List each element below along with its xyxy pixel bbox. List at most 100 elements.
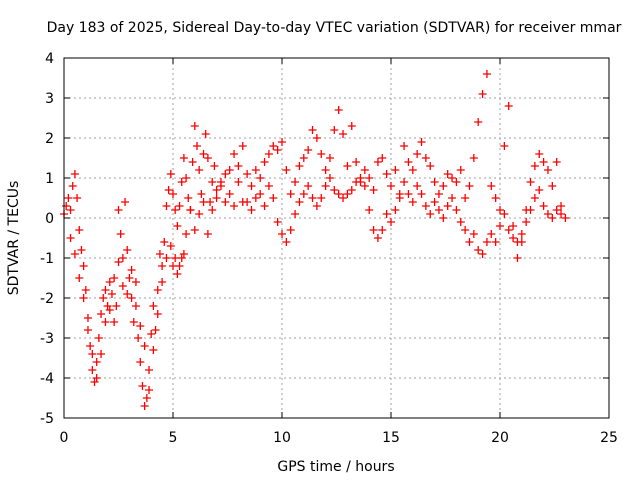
data-point-marker <box>142 394 151 402</box>
data-point-marker <box>162 202 171 210</box>
data-point-marker <box>251 194 260 202</box>
data-point-marker <box>382 210 391 218</box>
data-point-marker <box>378 226 387 234</box>
y-tick-label: -1 <box>40 251 54 267</box>
data-point-marker <box>295 198 304 206</box>
data-point-marker <box>330 126 339 134</box>
x-tick-label: 5 <box>169 430 178 446</box>
data-point-marker <box>308 126 317 134</box>
data-point-marker <box>509 234 518 242</box>
data-point-marker <box>382 170 391 178</box>
data-point-marker <box>164 186 173 194</box>
data-point-marker <box>68 182 77 190</box>
data-point-marker <box>66 206 75 214</box>
data-point-marker <box>552 206 561 214</box>
data-point-marker <box>522 218 531 226</box>
data-point-marker <box>299 154 308 162</box>
data-point-marker <box>145 366 154 374</box>
data-point-marker <box>243 170 252 178</box>
data-point-marker <box>404 190 413 198</box>
data-point-marker <box>131 302 140 310</box>
chart-title: Day 183 of 2025, Sidereal Day-to-day VTE… <box>47 20 622 36</box>
data-point-marker <box>417 190 426 198</box>
data-point-marker <box>491 238 500 246</box>
data-point-marker <box>66 234 75 242</box>
data-point-marker <box>448 194 457 202</box>
data-point-marker <box>526 178 535 186</box>
y-tick-label: 2 <box>45 131 54 147</box>
data-point-marker <box>461 226 470 234</box>
data-point-marker <box>166 170 175 178</box>
y-tick-label: 4 <box>45 51 54 67</box>
data-point-marker <box>121 198 130 206</box>
data-point-marker <box>83 314 92 322</box>
data-point-marker <box>400 178 409 186</box>
data-point-marker <box>400 142 409 150</box>
data-point-marker <box>171 254 180 262</box>
data-point-marker <box>190 226 199 234</box>
data-point-marker <box>64 194 73 202</box>
data-point-marker <box>125 274 134 282</box>
data-point-marker <box>325 174 334 182</box>
data-point-marker <box>140 342 149 350</box>
data-point-marker <box>92 374 101 382</box>
data-point-marker <box>105 306 114 314</box>
data-point-marker <box>70 170 79 178</box>
data-point-marker <box>369 186 378 194</box>
data-point-marker <box>151 326 160 334</box>
data-point-marker <box>278 230 286 238</box>
data-point-marker <box>504 102 513 110</box>
data-point-marker <box>439 182 448 190</box>
data-point-marker <box>491 194 500 202</box>
data-point-marker <box>195 166 204 174</box>
data-point-marker <box>295 162 304 170</box>
data-point-marker <box>312 202 321 210</box>
data-point-marker <box>408 166 417 174</box>
y-tick-label: -3 <box>40 331 54 347</box>
data-point-marker <box>509 222 518 230</box>
data-point-marker <box>387 182 395 190</box>
data-point-marker <box>186 206 195 214</box>
data-point-marker <box>426 210 435 218</box>
data-point-marker <box>343 190 352 198</box>
y-axis-label: SDTVAR / TECUs <box>6 181 22 296</box>
data-point-marker <box>173 222 182 230</box>
data-point-marker <box>352 158 361 166</box>
data-point-marker <box>149 302 158 310</box>
data-point-marker <box>325 154 334 162</box>
data-point-marker <box>256 174 265 182</box>
data-point-marker <box>238 142 247 150</box>
data-point-marker <box>116 230 125 238</box>
data-point-marker <box>153 286 162 294</box>
data-point-marker <box>543 210 552 218</box>
data-point-marker <box>184 194 193 202</box>
data-point-marker <box>487 230 496 238</box>
data-point-marker <box>343 162 352 170</box>
data-point-marker <box>369 226 378 234</box>
data-point-marker <box>88 366 97 374</box>
data-point-marker <box>260 158 269 166</box>
data-point-marker <box>378 154 387 162</box>
data-point-marker <box>203 154 212 162</box>
x-axis-label: GPS time / hours <box>277 459 394 475</box>
data-point-marker <box>522 206 531 214</box>
data-point-marker <box>330 186 339 194</box>
data-point-marker <box>123 290 132 298</box>
data-point-marker <box>482 238 491 246</box>
y-tick-label: 3 <box>45 91 54 107</box>
data-point-marker <box>469 154 478 162</box>
data-point-marker <box>557 210 566 218</box>
data-point-marker <box>127 266 136 274</box>
data-point-marker <box>208 206 217 214</box>
data-point-marker <box>234 178 243 186</box>
data-point-marker <box>199 150 208 158</box>
data-point-marker <box>153 310 162 318</box>
data-point-marker <box>107 290 116 298</box>
data-point-marker <box>304 182 313 190</box>
x-tick-label: 15 <box>382 430 400 446</box>
data-point-marker <box>478 250 487 258</box>
data-point-marker <box>149 346 158 354</box>
data-point-marker <box>443 170 452 178</box>
data-point-marker <box>110 274 119 282</box>
data-point-marker <box>474 246 483 254</box>
